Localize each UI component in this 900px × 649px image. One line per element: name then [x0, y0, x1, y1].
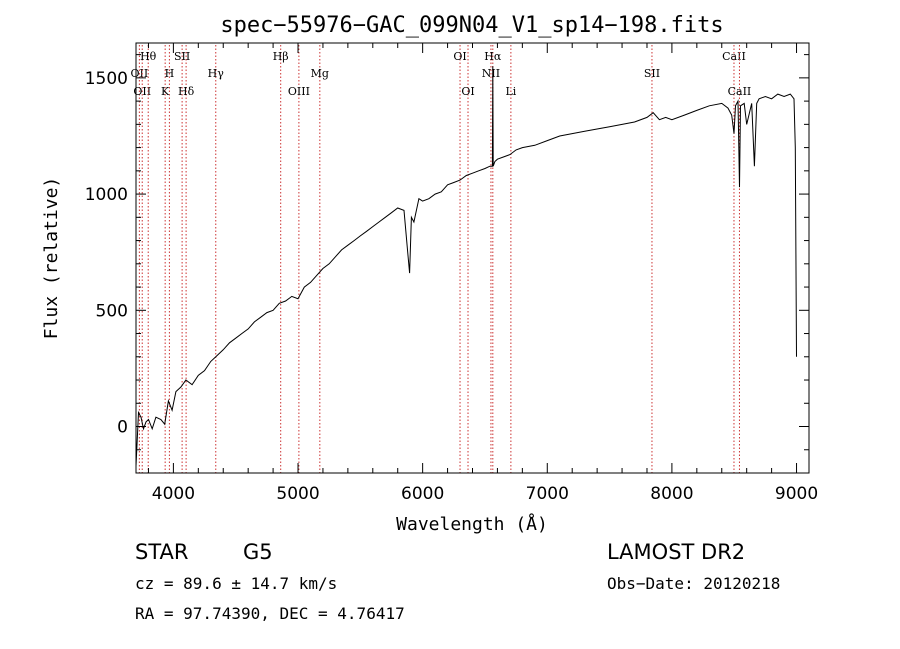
marker-label: OIII: [288, 85, 310, 98]
marker-label: Hβ: [273, 50, 289, 63]
redshift-cz: cz = 89.6 ± 14.7 km/s: [135, 574, 338, 593]
x-tick-label: 8000: [650, 484, 693, 504]
y-tick-label: 0: [117, 418, 128, 438]
x-tick-label: 7000: [526, 484, 569, 504]
spectrum-line: [135, 66, 797, 467]
marker-label: SII: [644, 67, 660, 80]
marker-label: CaII: [728, 85, 752, 98]
y-axis-label: Flux (relative): [41, 177, 62, 340]
x-axis-label: Wavelength (Å): [396, 513, 548, 535]
marker-label: Hα: [484, 50, 502, 63]
marker-label: K: [161, 85, 170, 98]
marker-label: SII: [174, 50, 190, 63]
chart-title: spec−55976−GAC_099N04_V1_sp14−198.fits: [220, 13, 723, 38]
x-tick-label: 4000: [152, 484, 195, 504]
object-class: STAR: [135, 540, 189, 564]
x-tick-label: 6000: [401, 484, 444, 504]
marker-label: OI: [461, 85, 474, 98]
object-subclass: G5: [243, 540, 273, 564]
marker-label: NII: [482, 67, 500, 80]
marker-label: H: [165, 67, 175, 80]
marker-label: Hδ: [178, 85, 195, 98]
marker-label: Hγ: [208, 67, 225, 80]
plot-frame: [135, 42, 810, 474]
marker-label: OII: [131, 67, 149, 80]
marker-label: OI: [453, 50, 466, 63]
y-tick-label: 1000: [85, 185, 128, 205]
survey-name: LAMOST DR2: [607, 540, 746, 564]
spectrum-series: [135, 66, 797, 467]
x-tick-label: 9000: [775, 484, 818, 504]
marker-label: Li: [505, 85, 516, 98]
y-tick-label: 500: [96, 301, 128, 321]
axes: 4000 5000 6000 7000 8000 9000 0 500 1000 1500: [85, 43, 818, 504]
marker-label: OII: [133, 85, 151, 98]
ra-dec: RA = 97.74390, DEC = 4.76417: [135, 604, 405, 623]
y-tick-label: 1500: [85, 69, 128, 89]
marker-label: Mg: [311, 67, 329, 80]
marker-label: Hθ: [140, 50, 157, 63]
marker-label: CaII: [722, 50, 746, 63]
observation-date: Obs−Date: 20120218: [607, 574, 781, 593]
x-tick-label: 5000: [276, 484, 319, 504]
